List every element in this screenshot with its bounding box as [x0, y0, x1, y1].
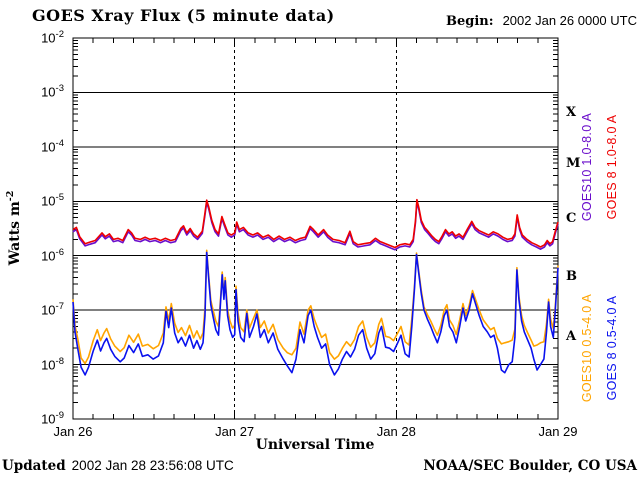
y-tick-label: 10-4 [41, 137, 64, 155]
flux-class-letter: C [566, 211, 577, 226]
page-title: GOES Xray Flux (5 minute data) [32, 6, 335, 25]
x-tick-label: Jan 27 [215, 424, 255, 439]
y-tick-label: 10-3 [41, 83, 64, 100]
begin-value: 2002 Jan 26 0000 UTC [502, 13, 637, 28]
x-tick-label: Jan 28 [376, 424, 416, 439]
flux-class-letter: B [566, 269, 577, 284]
flux-class-letter: M [566, 156, 581, 171]
y-tick-label: 10-8 [41, 355, 64, 372]
updated-line: Updated 2002 Jan 28 23:56:08 UTC [2, 458, 234, 474]
x-axis-title: Universal Time [255, 437, 375, 453]
y-tick-label: 10-2 [41, 29, 64, 46]
updated-label: Updated [2, 458, 66, 474]
y-tick-label: 10-6 [41, 246, 64, 264]
legend-label-goes-8-1.0-8.0-a: GOES 8 1.0-8.0 A [605, 114, 619, 220]
y-tick-label: 10-9 [41, 410, 64, 427]
series-line-goes10-1.0-8.0-a [72, 201, 559, 251]
legend-label-goes10-0.5-4.0-a: GOES10 0.5-4.0 A [580, 293, 594, 403]
plot-frame [72, 37, 559, 420]
series-line-goes-8-0.5-4.0-a [72, 251, 559, 376]
updated-value: 2002 Jan 28 23:56:08 UTC [71, 458, 234, 473]
series-line-goes-8-1.0-8.0-a [72, 198, 559, 249]
credit-text: NOAA/SEC Boulder, CO USA [423, 458, 637, 474]
y-tick-label: 10-7 [41, 301, 64, 318]
x-tick-label: Jan 26 [53, 424, 93, 439]
legend-label-goes-8-0.5-4.0-a: GOES 8 0.5-4.0 A [605, 295, 619, 401]
begin-line: Begin: 2002 Jan 26 0000 UTC [446, 13, 637, 29]
legend-label-goes10-1.0-8.0-a: GOES10 1.0-8.0 A [580, 112, 594, 222]
flux-class-letter: A [566, 329, 577, 344]
y-axis-title: Watts m-2 [5, 190, 23, 266]
series-line-goes10-0.5-4.0-a [72, 249, 559, 365]
flux-class-letter: X [566, 105, 577, 120]
x-tick-label: Jan 29 [538, 424, 578, 439]
y-tick-label: 10-5 [41, 192, 64, 209]
begin-label: Begin: [446, 14, 494, 29]
